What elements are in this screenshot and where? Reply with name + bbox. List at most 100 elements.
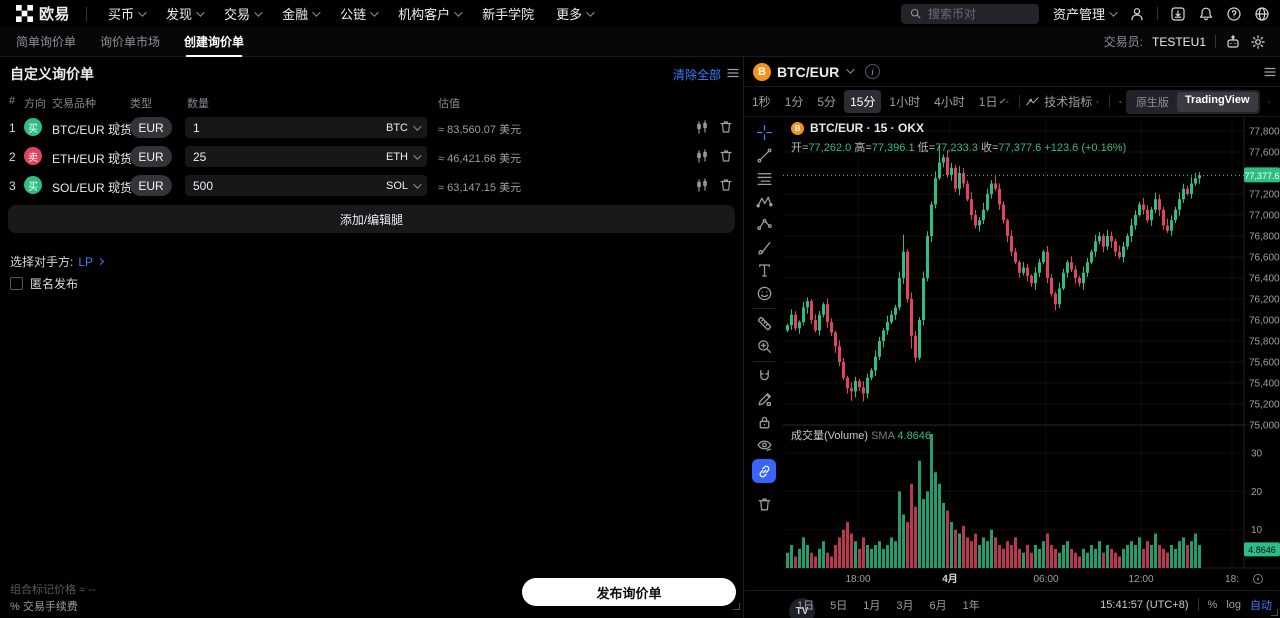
download-app-icon[interactable] [1170,6,1186,22]
amount-input[interactable]: 1 BTC [185,117,427,138]
percent-icon: % [10,601,20,613]
okx-logo[interactable]: 欧易 [10,3,76,24]
amount-input[interactable]: 500 SOL [185,175,427,196]
fullscreen-icon[interactable] [1267,94,1270,110]
chart-resize-handle[interactable] [1271,609,1278,616]
forecast-tool[interactable] [751,213,777,236]
indicators-button[interactable]: 技术指标 [1025,93,1092,110]
add-edit-legs-button[interactable]: 添加/编辑腿 [8,205,735,233]
unit-dropdown[interactable]: BTC [386,122,422,134]
range-5d[interactable]: 5日 [830,599,848,612]
hide-drawings-tool[interactable] [751,434,777,457]
pair-selector[interactable]: ETH/EUR 现货 [52,152,133,166]
timeframe-1m[interactable]: 1分 [784,95,804,109]
range-6mo[interactable]: 6月 [929,599,947,612]
nav-item-academy[interactable]: 新手学院 [482,7,535,22]
ruler-tool[interactable] [751,312,777,335]
timeframe-4h[interactable]: 4小时 [934,95,965,109]
zoom-in-tool[interactable] [751,335,777,358]
drawing-pencil-tool[interactable] [751,388,777,411]
chart-area: 77,800.077,600.077,400.077,200.077,000.0… [745,117,1280,618]
header-menu-icon[interactable] [1264,66,1276,78]
pair-selector[interactable]: BTC/EUR 现货 [52,123,133,137]
search-input[interactable]: 搜索币对 [900,3,1039,24]
tab-rfq-market[interactable]: 询价单市场 [100,34,161,49]
row-delete-icon[interactable] [718,119,734,135]
remove-drawings-tool[interactable] [751,493,777,516]
language-globe-icon[interactable] [1254,6,1270,22]
range-1y[interactable]: 1年 [962,599,980,612]
crosshair-tool[interactable] [751,121,777,144]
counterparty-link[interactable]: LP [78,254,94,269]
row-delete-icon[interactable] [718,148,734,164]
clear-all-button[interactable]: 清除全部 [672,68,721,82]
unit-dropdown[interactable]: ETH [386,151,422,163]
nav-item-discover[interactable]: 发现 [155,4,213,23]
lock-all-tool[interactable] [751,411,777,434]
tradingview-button[interactable]: TradingView [1176,91,1258,112]
instrument-name[interactable]: BTC/EUR [777,64,840,80]
brush-tool[interactable] [751,236,777,259]
nav-item-more[interactable]: 更多 [545,4,603,23]
emoji-tool[interactable] [751,282,777,305]
tradingview-watermark[interactable]: TV [789,598,815,618]
trendline-tool[interactable] [751,144,777,167]
log-scale-button[interactable]: log [1226,598,1241,611]
range-3mo[interactable]: 3月 [896,599,914,612]
svg-text:75,800.0: 75,800.0 [1249,337,1280,348]
timeframe-1s[interactable]: 1秒 [752,95,771,109]
pair-selector[interactable]: SOL/EUR 现货 [52,181,133,195]
sync-drawings-tool[interactable] [752,459,776,483]
bot-icon[interactable] [1225,34,1241,50]
range-1mo[interactable]: 1月 [863,599,881,612]
assets-menu[interactable]: 资产管理 [1051,4,1118,23]
row-chart-icon[interactable] [694,177,710,193]
anonymous-checkbox[interactable] [10,277,23,290]
type-pill[interactable]: EUR [130,146,172,167]
row-chart-icon[interactable] [694,148,710,164]
settings-gear-icon[interactable] [1250,34,1266,50]
amount-input[interactable]: 25 ETH [185,146,427,167]
panel-resize-handle[interactable] [733,603,740,610]
percent-scale-button[interactable]: % [1207,598,1218,611]
side-buy-badge: 买 [24,118,42,136]
legend-title: BTC/EUR · 15 · OKX [810,121,925,135]
nav-item-institutional[interactable]: 机构客户 [387,4,471,23]
range-1d[interactable]: 1日 [797,599,815,612]
unit-dropdown[interactable]: SOL [386,180,422,192]
row-delete-icon[interactable] [718,177,734,193]
help-icon[interactable] [1226,6,1242,22]
nav-item-buy-crypto[interactable]: 买币 [97,4,155,23]
timeframe-15m[interactable]: 15分 [844,90,882,113]
timeframe-1h[interactable]: 1小时 [889,95,921,109]
fib-retracement-tool[interactable] [751,167,777,190]
chart-clock[interactable]: 15:41:57 (UTC+8) [1100,598,1189,611]
magnet-tool[interactable] [751,365,777,388]
info-icon[interactable]: i [865,64,880,79]
chevron-down-icon[interactable] [1000,97,1006,103]
profile-icon[interactable] [1129,6,1145,22]
timeframe-1d[interactable]: 1日 [978,95,998,109]
tab-simple-rfq[interactable]: 简单询价单 [16,34,77,49]
divider [1157,7,1158,20]
candlestick-chart[interactable]: 77,800.077,600.077,400.077,200.077,000.0… [783,117,1280,590]
publish-rfq-button[interactable]: 发布询价单 [522,578,736,606]
notifications-icon[interactable] [1198,6,1214,22]
btc-coin-icon: B [791,121,804,135]
xabcd-pattern-tool[interactable] [751,190,777,213]
row-chart-icon[interactable] [694,119,710,135]
screenshot-camera-icon[interactable] [1119,93,1122,111]
indicator-settings-gear-icon[interactable] [1096,93,1099,111]
type-pill[interactable]: EUR [130,117,172,138]
timeframe-5m[interactable]: 5分 [817,95,837,109]
nav-item-finance[interactable]: 金融 [271,4,329,23]
text-tool[interactable] [751,259,777,282]
tab-create-rfq[interactable]: 创建询价单 [172,27,256,57]
native-version-button[interactable]: 原生版 [1135,96,1169,109]
nav-item-chain[interactable]: 公链 [329,4,387,23]
chart-style-icon[interactable] [1006,93,1009,111]
nav-item-trade[interactable]: 交易 [213,4,271,23]
type-pill[interactable]: EUR [130,175,172,196]
panel-menu-icon[interactable] [727,67,739,79]
auto-scale-button[interactable]: 自动 [1250,599,1272,612]
